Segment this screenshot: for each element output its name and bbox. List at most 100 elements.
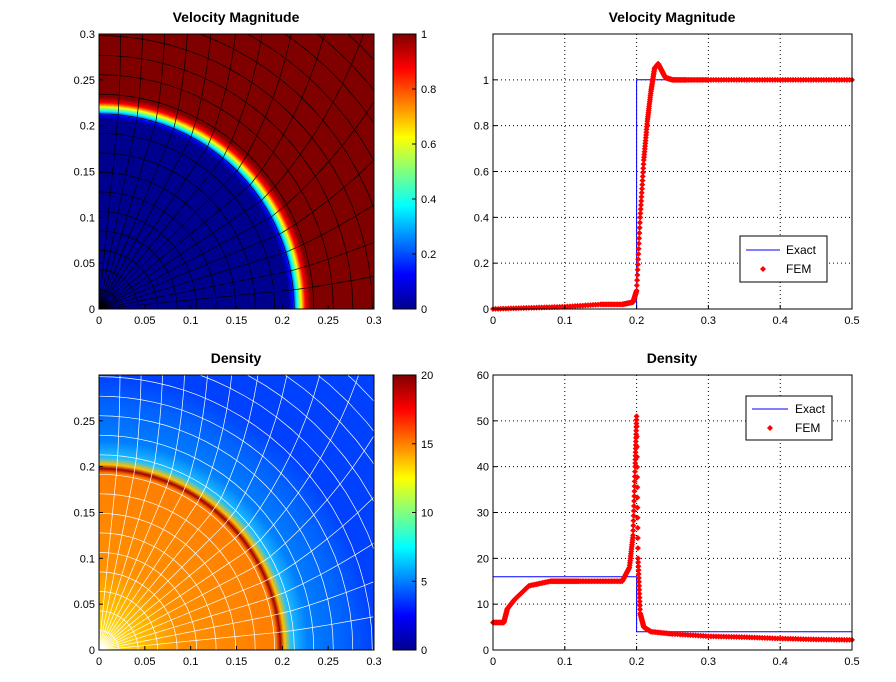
fem-data-point	[630, 507, 637, 514]
mesh-line	[99, 74, 334, 309]
density-colorbar-ticks: 0 5 10 15 20	[412, 370, 433, 657]
velocity-mesh	[99, 34, 374, 309]
velocity-profile-ticks: 0 0.1 0.2 0.3 0.4 0.5 0 0.2 0.4 0.6 0.8 1	[474, 75, 860, 327]
density-profile-series	[490, 413, 855, 643]
legend-fem-label: FEM	[795, 421, 820, 435]
fem-data-point	[634, 277, 641, 284]
y-tick-label: 0	[483, 304, 489, 316]
fem-data-point	[635, 563, 642, 570]
fem-data-point	[633, 282, 640, 289]
fem-data-point	[634, 266, 641, 273]
mesh-line	[246, 375, 374, 503]
fem-data-point	[634, 463, 641, 470]
colorbar-tick-label: 0.8	[421, 84, 436, 96]
fem-data-point	[636, 235, 643, 242]
legend-exact-label: Exact	[795, 402, 826, 416]
x-tick-label: 0.05	[134, 315, 155, 327]
x-tick-label: 0.3	[366, 315, 381, 327]
fem-data-point	[636, 219, 643, 226]
y-tick-label: 0.3	[80, 29, 95, 41]
fem-data-point	[631, 478, 638, 485]
fem-data-point	[636, 582, 643, 589]
y-tick-label: 0.8	[474, 121, 489, 133]
fem-data-point	[634, 514, 641, 521]
x-tick-label: 0.1	[557, 315, 572, 327]
y-tick-label: 0.25	[74, 75, 95, 87]
x-tick-label: 0.5	[844, 656, 859, 668]
velocity-colorbar	[392, 33, 417, 310]
y-tick-label: 0	[89, 304, 95, 316]
fem-data-point	[635, 571, 642, 578]
fem-data-point	[634, 474, 641, 481]
fem-data-point	[640, 161, 647, 168]
density-profile-title: Density	[647, 350, 698, 366]
fem-data-point	[639, 173, 646, 180]
fem-data-point	[633, 413, 640, 420]
fem-data-point	[637, 206, 644, 213]
x-tick-label: 0.4	[773, 656, 788, 668]
x-tick-label: 0.3	[366, 656, 381, 668]
colorbar-tick-label: 15	[421, 439, 433, 451]
mesh-line	[283, 34, 374, 124]
y-tick-label: 0.05	[74, 258, 95, 270]
fem-data-point	[635, 245, 642, 252]
density-field-panel: Density 0 0.05 0.1 0.15 0.2 0.25 0.300.050.10.…	[74, 350, 434, 668]
fem-data-point	[638, 193, 645, 200]
fem-data-point	[636, 224, 643, 231]
mesh-line	[99, 269, 139, 309]
velocity-profile-panel: Velocity Magnitude 0 0.1 0.2 0.3 0.4 0.500.20…	[474, 9, 860, 327]
x-tick-label: 0.25	[317, 656, 338, 668]
fem-data-point	[634, 271, 641, 278]
mesh-line	[99, 191, 217, 309]
y-tick-label: 20	[477, 553, 489, 565]
x-tick-label: 0	[490, 656, 496, 668]
velocity-profile-legend: Exact FEM	[739, 235, 828, 283]
mesh-line	[198, 34, 374, 210]
x-tick-label: 0.05	[134, 656, 155, 668]
fem-data-point	[639, 181, 646, 188]
fem-data-point	[636, 594, 643, 601]
x-tick-label: 0	[96, 656, 102, 668]
mesh-line	[99, 250, 158, 309]
fem-data-point	[633, 443, 640, 450]
legend-fem-swatch	[767, 425, 773, 431]
fem-data-point	[636, 586, 643, 593]
y-tick-label: 0.2	[80, 462, 95, 474]
y-tick-label: 40	[477, 462, 489, 474]
x-tick-label: 0.1	[183, 315, 198, 327]
fem-data-point	[637, 214, 644, 221]
fem-data-point	[635, 240, 642, 247]
colorbar-tick-label: 0.6	[421, 139, 436, 151]
mesh-line	[99, 376, 373, 650]
velocity-field-panel: Velocity Magnitude 0 0.05 0.1 0.15 0.2 0.25 0.…	[74, 9, 437, 327]
y-tick-label: 0.1	[80, 212, 95, 224]
fem-data-point	[634, 545, 641, 552]
x-tick-label: 0.1	[183, 656, 198, 668]
y-tick-label: 60	[477, 370, 489, 382]
y-tick-label: 0.1	[80, 553, 95, 565]
mesh-line	[99, 230, 178, 309]
x-tick-label: 0.15	[226, 315, 247, 327]
mesh-line	[99, 132, 276, 309]
fem-data-point	[633, 416, 640, 423]
mesh-line	[99, 289, 119, 309]
colorbar-tick-label: 0.2	[421, 249, 436, 261]
fem-data-point	[633, 433, 640, 440]
velocity-profile-series	[490, 60, 855, 312]
y-tick-label: 10	[477, 599, 489, 611]
mesh-line	[284, 375, 374, 466]
mesh-line	[99, 93, 315, 309]
density-profile-ticks: 0 0.1 0.2 0.3 0.4 0.5 0 10 20 30 40 50 60	[477, 370, 860, 668]
mesh-line	[99, 434, 315, 650]
x-tick-label: 0.15	[226, 656, 247, 668]
fem-data-point	[636, 590, 643, 597]
fem-data-point	[630, 527, 637, 534]
y-tick-label: 0	[89, 645, 95, 657]
x-tick-label: 0.3	[701, 656, 716, 668]
fem-data-point	[630, 517, 637, 524]
mesh-line	[99, 152, 256, 309]
exact-series-line	[493, 576, 852, 633]
y-tick-label: 30	[477, 508, 489, 520]
fem-data-point	[635, 251, 642, 257]
mesh-line	[99, 113, 295, 309]
